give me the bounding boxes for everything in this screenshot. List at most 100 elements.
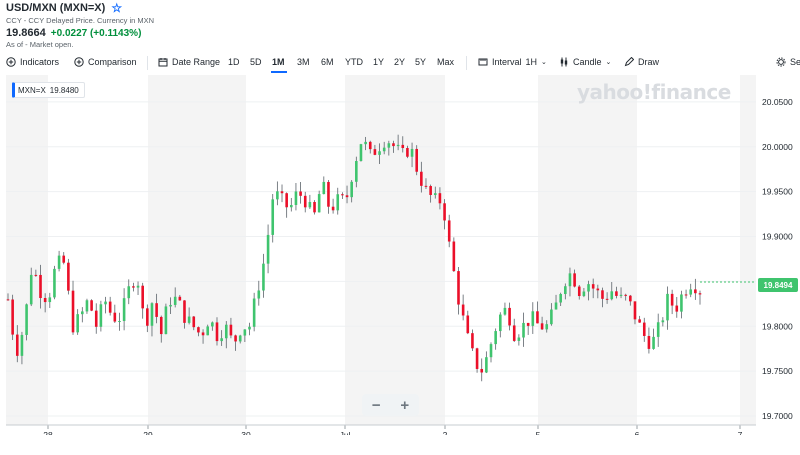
candle-body	[577, 286, 581, 297]
zoom-in-button[interactable]: +	[400, 396, 410, 414]
zoom-out-button[interactable]: −	[371, 396, 381, 414]
range-1m[interactable]: 1M	[272, 57, 285, 67]
candle-body	[503, 307, 507, 315]
session-band	[6, 75, 48, 425]
comparison-button[interactable]: Comparison	[74, 57, 137, 67]
star-icon[interactable]: ☆	[111, 1, 123, 15]
candle-body	[136, 285, 140, 288]
candle-body	[568, 273, 572, 287]
candle-body	[545, 324, 549, 330]
candle-body	[429, 186, 432, 195]
candle-body	[457, 271, 460, 305]
candle-body	[587, 284, 590, 292]
range-3m[interactable]: 3M	[297, 57, 310, 67]
candle-body	[238, 335, 242, 342]
candle-body	[159, 316, 163, 335]
interval-button[interactable]: Interval 1H ⌄	[478, 57, 547, 67]
candle-body	[508, 307, 511, 326]
candle-body	[452, 241, 456, 272]
candle-body	[522, 322, 525, 338]
candle-body	[85, 300, 89, 312]
range-5d[interactable]: 5D	[250, 57, 262, 67]
last-price-tag: 19.8494	[758, 278, 798, 292]
chart-type-button[interactable]: Candle ⌄	[559, 57, 611, 67]
candle-body	[684, 294, 688, 296]
draw-button[interactable]: Draw	[624, 57, 659, 67]
candle-body	[629, 295, 632, 302]
candle-body	[39, 274, 42, 299]
candle-body	[536, 311, 539, 324]
candle-body	[303, 195, 307, 208]
candle-body	[406, 148, 409, 157]
range-ytd[interactable]: YTD	[345, 57, 363, 67]
candle-body	[689, 289, 693, 295]
candle-body	[215, 322, 219, 342]
series-legend[interactable]: MXN=X 19.8480	[12, 82, 85, 98]
candle-body	[359, 144, 363, 162]
price-chart[interactable]: 20.050020.000019.950019.900019.850019.80…	[0, 75, 800, 435]
y-tick-label: 20.0000	[762, 142, 793, 152]
candle-body	[201, 332, 205, 336]
candle-body	[155, 303, 158, 317]
candle-body	[81, 311, 84, 315]
session-band	[538, 75, 637, 425]
candle-body	[656, 322, 660, 337]
candle-body	[248, 326, 251, 330]
price-line: 19.8664 +0.0227 (+0.1143%)	[6, 27, 154, 39]
range-2y[interactable]: 2Y	[394, 57, 406, 67]
x-tick-label: 7	[738, 430, 743, 435]
price-change: +0.0227 (+0.1143%)	[50, 28, 142, 39]
plus-circle-icon	[6, 57, 16, 67]
candle-body	[461, 304, 465, 316]
range-5y[interactable]: 5Y	[415, 57, 427, 67]
candle-body	[285, 193, 288, 208]
calendar-icon	[158, 58, 168, 67]
candle-body	[192, 316, 196, 328]
candle-body	[596, 288, 600, 291]
date-range-button[interactable]: Date Range	[158, 57, 220, 67]
toolbar-divider	[147, 56, 148, 70]
candle-body	[517, 337, 521, 341]
candle-body	[43, 298, 47, 303]
candle-body	[466, 315, 470, 334]
candle-body	[619, 294, 623, 296]
candle-body	[169, 304, 172, 307]
x-tick-label: 28	[43, 430, 53, 435]
candle-body	[392, 143, 395, 147]
range-1y[interactable]: 1Y	[373, 57, 385, 67]
range-6m[interactable]: 6M	[321, 57, 334, 67]
indicators-label: Indicators	[20, 57, 60, 67]
active-range-underline	[271, 71, 287, 73]
candle-body	[480, 368, 484, 373]
candle-icon	[560, 57, 568, 67]
candle-body	[605, 298, 609, 300]
candle-body	[471, 333, 474, 349]
candle-body	[276, 191, 279, 200]
range-1d[interactable]: 1D	[228, 57, 240, 67]
candle-body	[271, 199, 275, 235]
indicators-button[interactable]: Indicators	[6, 57, 59, 67]
x-tick-label: 29	[143, 430, 153, 435]
x-tick-label: 30	[241, 430, 251, 435]
x-tick-label: Jul	[340, 430, 351, 435]
range-max[interactable]: Max	[437, 57, 455, 67]
candle-body	[475, 348, 479, 369]
session-band	[345, 75, 445, 425]
candle-body	[29, 274, 33, 305]
candle-body	[262, 263, 265, 291]
candle-body	[633, 301, 637, 320]
interval-icon	[478, 58, 488, 66]
chevron-down-icon: ⌄	[605, 59, 612, 66]
current-price: 19.8664	[6, 27, 46, 39]
quote-title-row: USD/MXN (MXN=X) ☆	[6, 2, 154, 14]
candle-body	[280, 191, 284, 194]
chart-type-label: Candle	[573, 57, 602, 67]
legend-symbol: MXN=X	[18, 85, 46, 95]
candle-body	[229, 324, 233, 336]
y-tick-label: 19.8000	[762, 321, 793, 331]
candle-body	[345, 195, 349, 198]
interval-value: 1H	[525, 57, 538, 67]
candle-body	[433, 193, 437, 195]
candle-body	[652, 336, 655, 349]
settings-button[interactable]: Se	[776, 57, 800, 67]
